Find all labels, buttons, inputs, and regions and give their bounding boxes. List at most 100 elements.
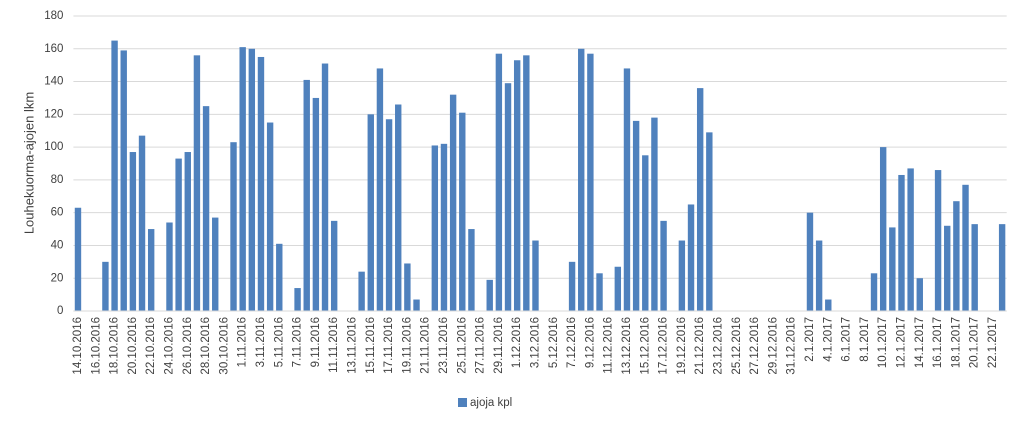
x-tick-label: 21.11.2016: [420, 317, 432, 374]
bar: [889, 227, 896, 311]
bar: [102, 261, 109, 311]
x-tick-label: 20.1.2017: [969, 317, 981, 368]
bar: [998, 224, 1006, 311]
bar: [74, 207, 82, 311]
x-tick-label: 6.1.2017: [841, 317, 853, 362]
y-tick-label: 180: [44, 10, 63, 22]
bar: [294, 288, 301, 311]
bar: [129, 152, 137, 311]
x-tick-label: 23.12.2016: [713, 317, 725, 375]
bar: [587, 53, 594, 311]
x-tick-label: 2.1.2017: [804, 317, 816, 362]
x-tick-label: 15.11.2016: [365, 317, 377, 374]
bar: [706, 132, 713, 311]
legend-label: ajoja kpl: [470, 397, 512, 409]
x-tick-label: 11.12.2016: [603, 317, 615, 374]
bar: [825, 299, 832, 311]
bar: [907, 168, 914, 311]
bar: [944, 225, 951, 311]
x-tick-label: 15.12.2016: [639, 317, 651, 375]
x-tick-label: 14.1.2017: [914, 317, 926, 368]
x-tick-label: 17.12.2016: [658, 317, 670, 375]
bar: [523, 55, 530, 312]
bar: [367, 114, 374, 311]
x-tick-label: 4.1.2017: [822, 317, 834, 362]
bar: [184, 152, 191, 311]
bar: [495, 53, 503, 311]
bar: [303, 79, 310, 312]
bar: [312, 97, 320, 311]
bar: [212, 217, 219, 311]
x-tick-label: 5.12.2016: [548, 317, 560, 368]
bar: [898, 174, 905, 311]
x-tick-label: 20.10.2016: [127, 317, 139, 375]
bar: [193, 55, 201, 312]
x-tick-label: 10.1.2017: [877, 317, 889, 368]
y-tick-label: 0: [57, 305, 63, 317]
bar: [660, 220, 667, 311]
legend-swatch: [458, 398, 467, 407]
y-tick-label: 40: [51, 239, 64, 251]
y-tick-label: 60: [51, 207, 64, 219]
x-tick-label: 27.11.2016: [475, 317, 487, 374]
bar: [532, 240, 539, 311]
x-tick-label: 18.1.2017: [950, 317, 962, 368]
x-tick-label: 27.12.2016: [749, 317, 761, 375]
x-tick-label: 1.11.2016: [237, 317, 249, 367]
x-tick-label: 19.11.2016: [401, 317, 413, 374]
y-tick-label: 20: [51, 272, 64, 284]
y-tick-label: 80: [51, 174, 64, 186]
y-axis-title: Louhekuorma-ajojen lkm: [21, 92, 36, 234]
x-tick-label: 16.10.2016: [90, 317, 102, 375]
bar: [815, 240, 823, 311]
bar: [468, 229, 475, 311]
bar: [385, 119, 393, 311]
x-tick-label: 26.10.2016: [182, 317, 194, 375]
x-tick-label: 31.12.2016: [786, 317, 798, 375]
x-tick-label: 5.11.2016: [273, 317, 285, 367]
bar: [642, 155, 649, 311]
bar: [440, 143, 448, 311]
x-tick-label: 9.12.2016: [584, 317, 596, 368]
x-tick-label: 13.12.2016: [621, 317, 633, 375]
bar: [120, 50, 127, 312]
bar: [632, 120, 640, 311]
bar: [651, 117, 658, 311]
x-tick-label: 9.11.2016: [310, 317, 322, 367]
bar: [696, 88, 704, 311]
x-tick-label: 28.10.2016: [200, 317, 212, 375]
bar: [934, 170, 942, 311]
bar: [614, 266, 622, 311]
x-tick-label: 30.10.2016: [218, 317, 230, 375]
x-tick-label: 8.1.2017: [859, 317, 871, 362]
bar: [459, 112, 466, 311]
bar: [449, 94, 457, 312]
x-tick-label: 22.10.2016: [145, 317, 157, 375]
bar: [248, 48, 256, 312]
x-tick-label: 7.12.2016: [566, 317, 578, 368]
bar: [266, 122, 274, 312]
x-tick-label: 29.12.2016: [767, 317, 779, 375]
x-tick-label: 12.1.2017: [896, 317, 908, 368]
x-tick-label: 7.11.2016: [292, 317, 304, 367]
bar: [202, 106, 210, 311]
bar: [486, 279, 493, 311]
bar: [257, 56, 265, 311]
x-tick-label: 25.12.2016: [731, 317, 743, 375]
bar: [175, 158, 182, 311]
x-tick-label: 16.1.2017: [932, 317, 944, 368]
bar: [962, 184, 969, 311]
bar: [513, 60, 521, 311]
bar: [578, 48, 585, 312]
bar: [413, 299, 420, 311]
y-tick-label: 100: [44, 141, 63, 153]
bar: [111, 40, 118, 311]
bar: [404, 263, 411, 311]
x-tick-label: 23.11.2016: [438, 317, 450, 374]
bar: [870, 273, 878, 311]
bar: [879, 147, 887, 311]
bar: [568, 261, 576, 311]
x-tick-label: 25.11.2016: [456, 317, 468, 374]
bar: [395, 104, 402, 311]
bar: [138, 135, 146, 311]
